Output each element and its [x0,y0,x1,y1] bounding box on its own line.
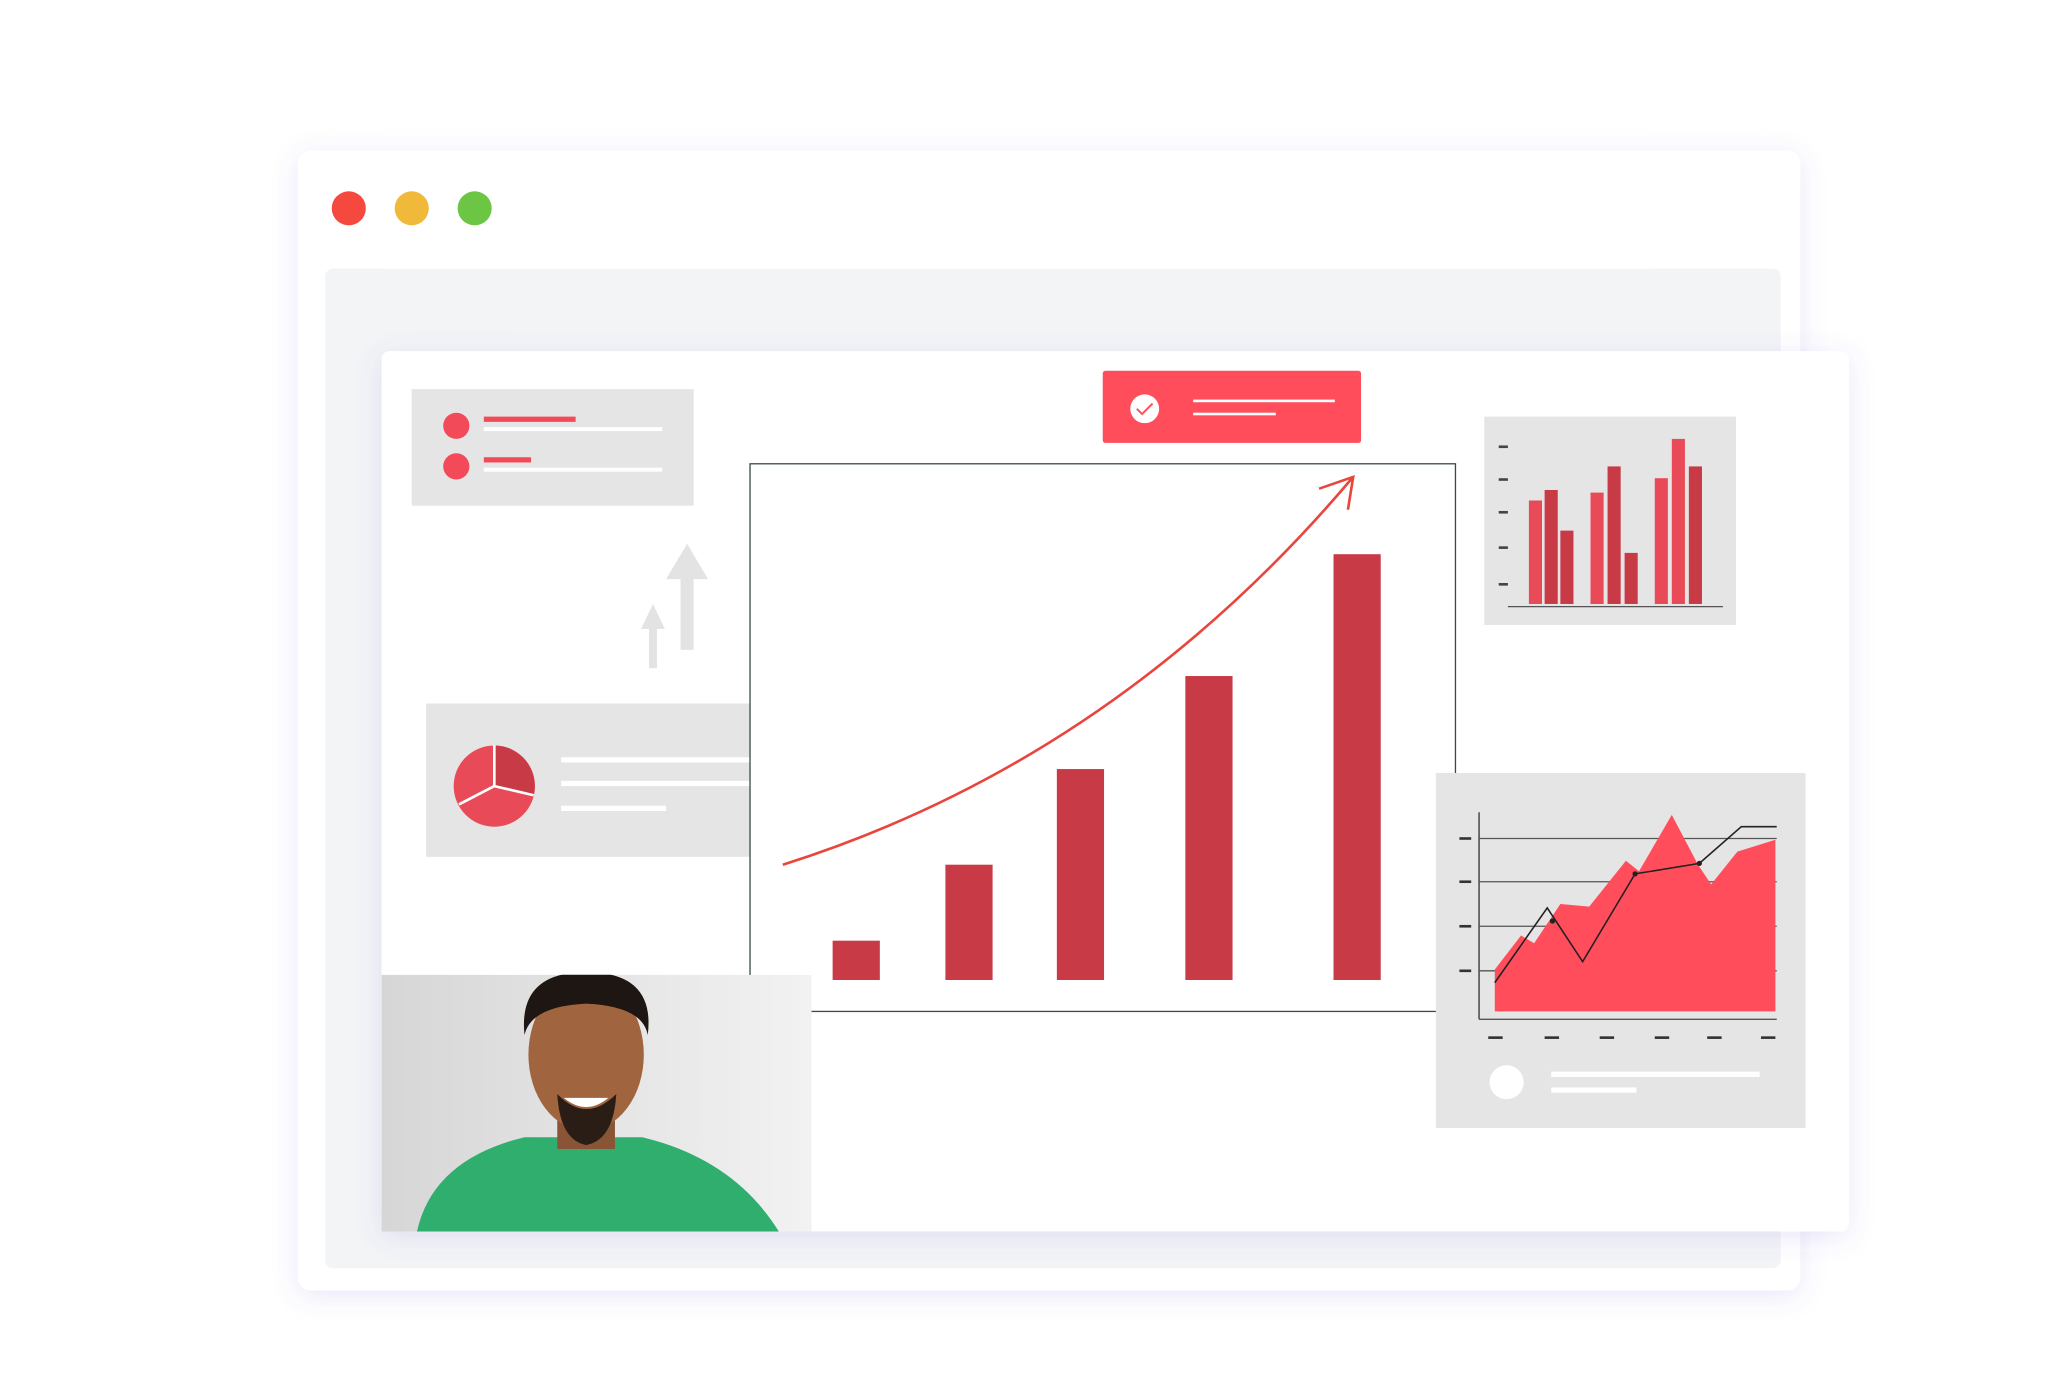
area-chart-panel [1435,772,1806,1129]
user-photo [381,974,812,1232]
pie-panel [426,703,791,857]
window-dot-yellow [394,191,429,226]
mini-bar-panel [1484,416,1737,625]
up-arrows [641,543,709,669]
main-chart [749,463,1457,1013]
window-dot-green [457,191,492,226]
status-banner [1102,370,1362,443]
window-dot-red [331,191,366,226]
legend-panel [411,389,694,506]
